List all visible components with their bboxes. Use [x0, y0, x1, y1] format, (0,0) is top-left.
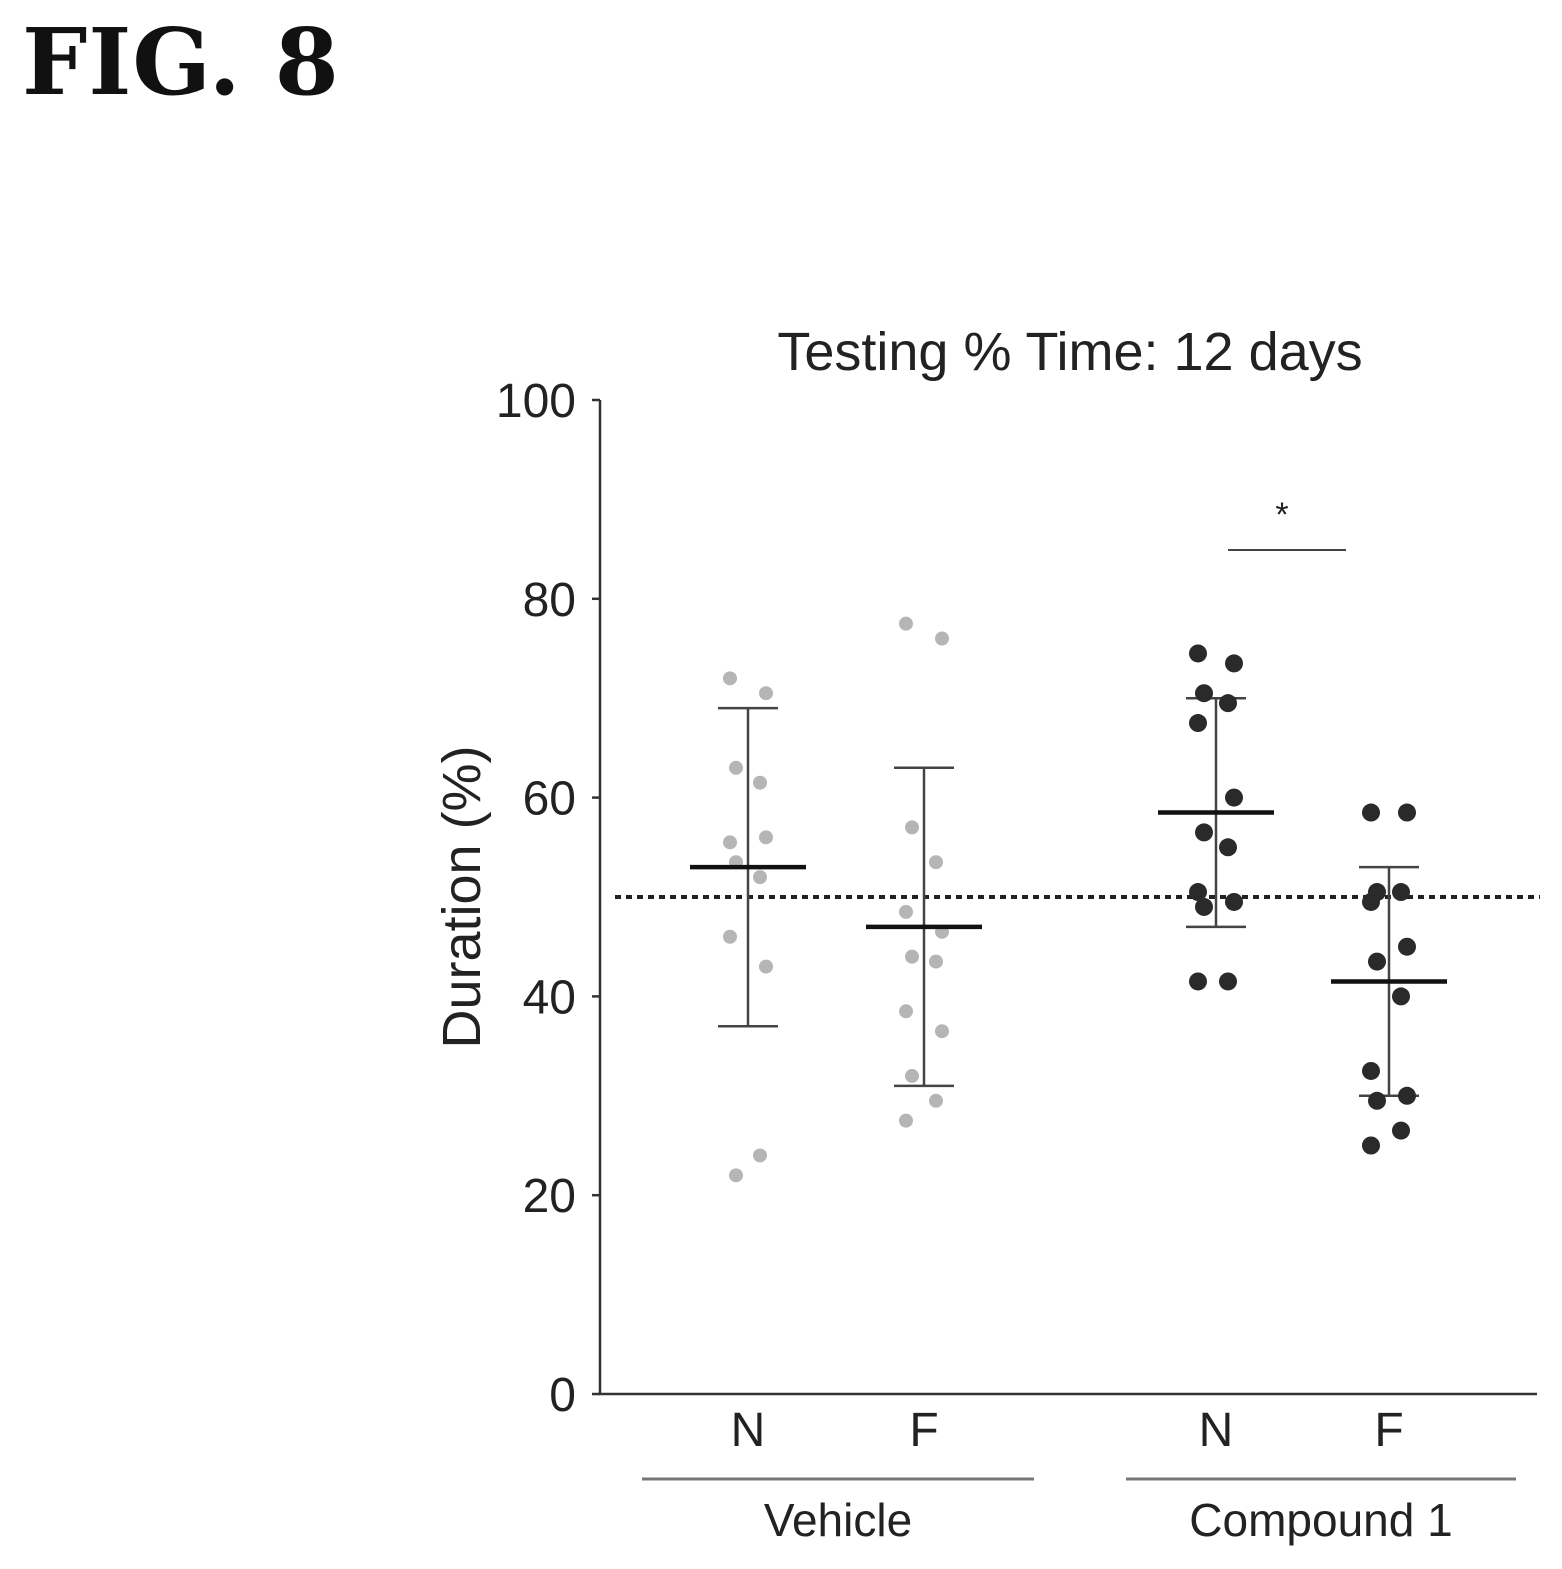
data-point [759, 686, 773, 701]
y-tick-label: 40 [523, 971, 576, 1024]
data-point [1362, 1136, 1380, 1155]
series-3 [1331, 803, 1447, 1155]
x-labels: N F N F Vehicle Compound 1 [642, 1404, 1516, 1546]
data-point [929, 1093, 943, 1108]
y-tick-label: 60 [523, 773, 576, 826]
y-tick-label: 80 [523, 574, 576, 627]
data-point [1225, 788, 1243, 807]
data-point [729, 1168, 743, 1183]
data-point [1189, 972, 1207, 991]
series-1 [866, 616, 982, 1128]
data-point [1392, 987, 1410, 1006]
y-ticks: 0 20 40 60 80 100 [496, 375, 600, 1422]
data-point [1368, 1091, 1386, 1110]
data-point [929, 855, 943, 870]
group-label: Vehicle [764, 1494, 912, 1546]
data-point [1219, 694, 1237, 713]
x-category-label: F [909, 1404, 938, 1457]
data-point [899, 904, 913, 919]
data-point [1398, 803, 1416, 822]
y-axis-label: Duration (%) [432, 745, 492, 1048]
data-point [1398, 937, 1416, 956]
data-point [1219, 838, 1237, 857]
significance-marker: * [1228, 496, 1346, 551]
data-point [929, 954, 943, 969]
data-point [723, 671, 737, 686]
group-label: Compound 1 [1189, 1494, 1452, 1546]
data-point [905, 949, 919, 964]
data-point [1189, 644, 1207, 663]
data-point [1189, 714, 1207, 733]
data-point [1362, 1061, 1380, 1080]
data-point [759, 830, 773, 845]
data-point [1219, 972, 1237, 991]
significance-star: * [1275, 496, 1288, 534]
data-point [935, 1024, 949, 1039]
series-2 [1158, 644, 1274, 991]
data-point [729, 760, 743, 775]
data-point [753, 1148, 767, 1163]
data-point [1362, 892, 1380, 911]
data-point [1392, 883, 1410, 902]
y-tick-label: 100 [496, 375, 576, 428]
data-point [723, 929, 737, 944]
data-point [759, 959, 773, 974]
y-tick-label: 20 [523, 1170, 576, 1223]
chart-title: Testing % Time: 12 days [777, 322, 1362, 382]
data-point [1225, 892, 1243, 911]
data-point [1368, 952, 1386, 971]
data-point [905, 820, 919, 835]
y-tick-label: 0 [549, 1369, 576, 1422]
data-point [1392, 1121, 1410, 1140]
data-point [899, 1004, 913, 1019]
x-category-label: N [731, 1404, 766, 1457]
data-point [1362, 803, 1380, 822]
data-point [899, 1113, 913, 1128]
data-point [753, 775, 767, 790]
data-point [1225, 654, 1243, 673]
data-point [935, 631, 949, 646]
data-marks [690, 616, 1447, 1183]
data-point [905, 1068, 919, 1083]
data-point [1195, 684, 1213, 703]
data-point [1189, 883, 1207, 902]
data-point [1398, 1086, 1416, 1105]
data-point [723, 835, 737, 850]
data-point [1195, 897, 1213, 916]
x-category-label: F [1374, 1404, 1403, 1457]
data-point [1195, 823, 1213, 842]
x-category-label: N [1199, 1404, 1234, 1457]
data-point [753, 870, 767, 885]
figure-label: FIG. 8 [22, 8, 340, 116]
series-0 [690, 671, 806, 1183]
data-point [899, 616, 913, 631]
